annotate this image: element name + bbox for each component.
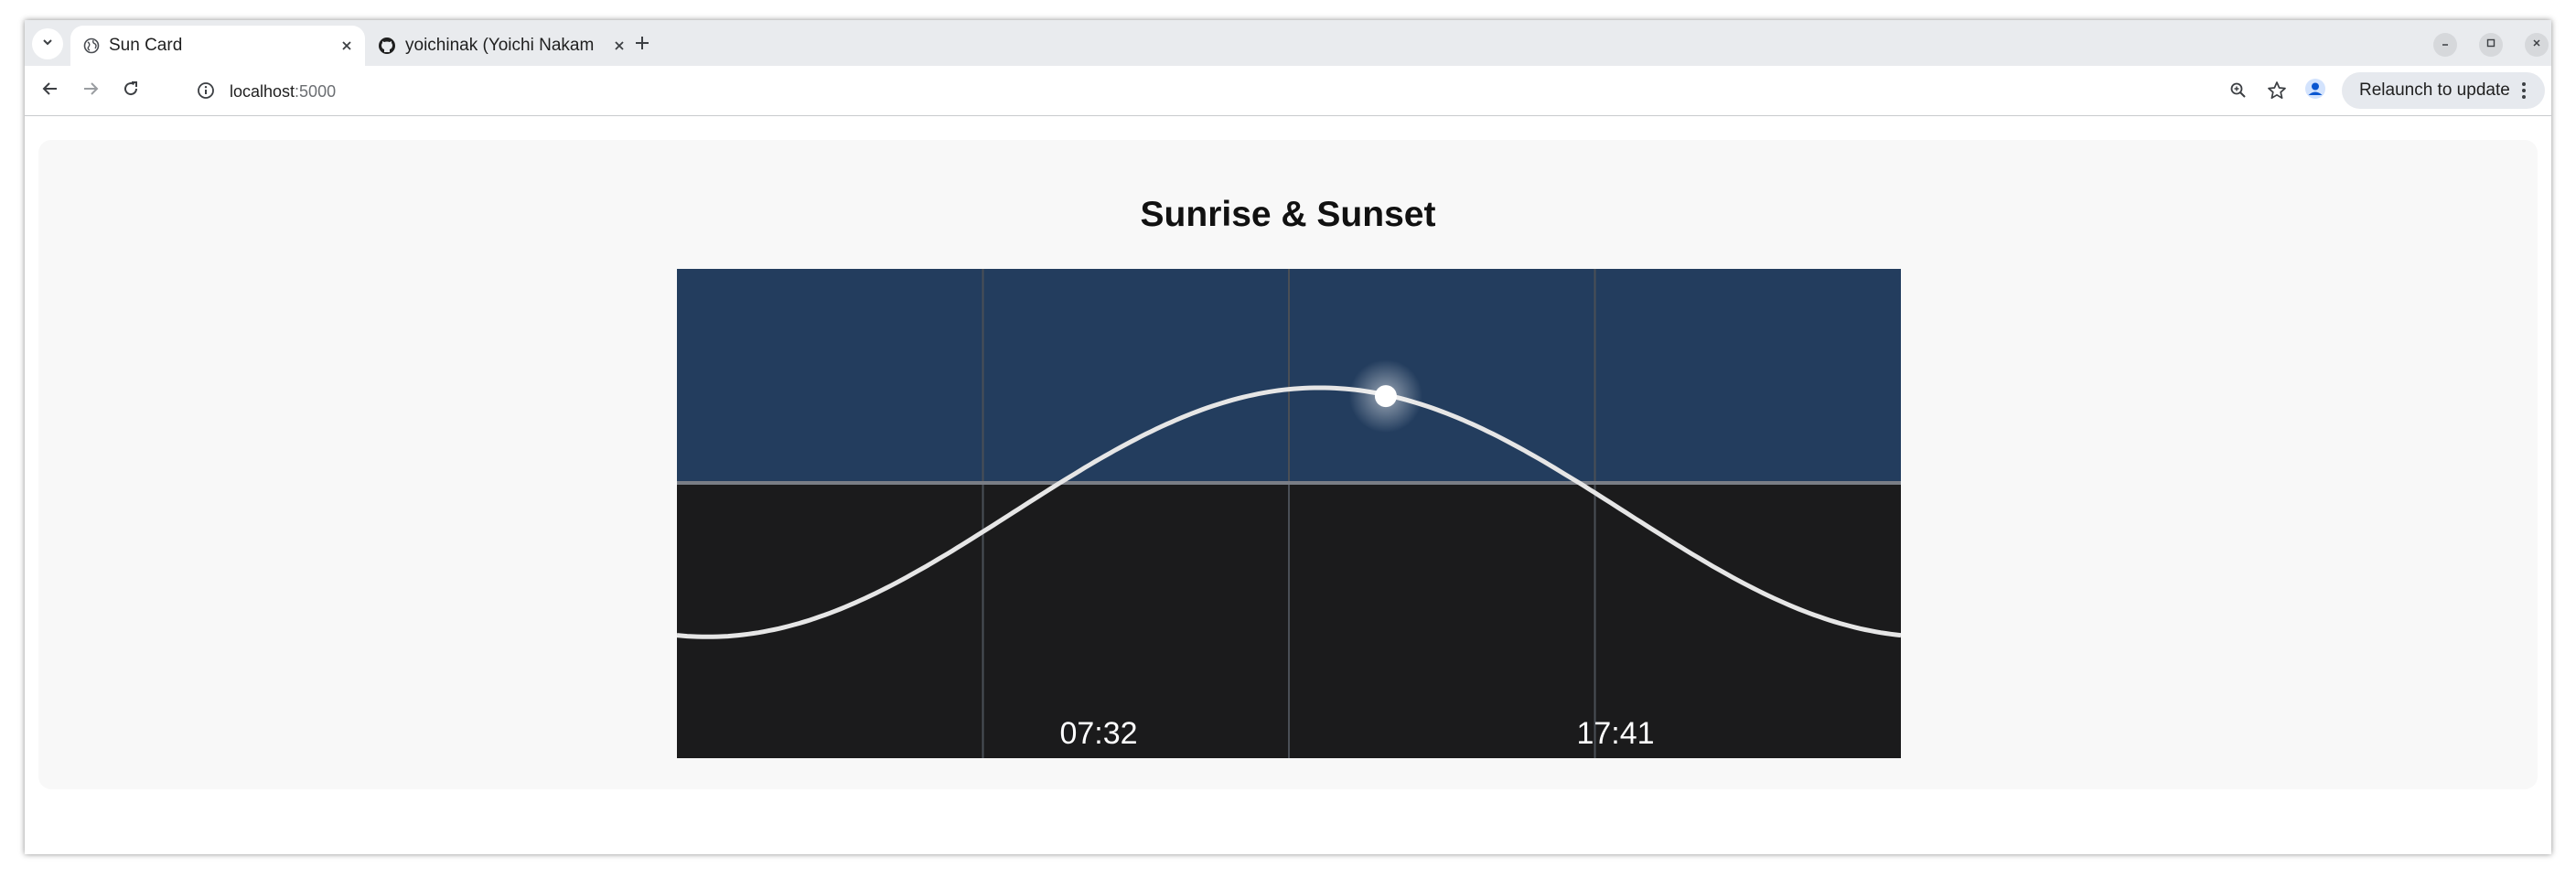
- sun-marker: [1374, 385, 1397, 408]
- chevron-down-icon: [41, 36, 54, 53]
- minimize-icon: [2440, 37, 2451, 53]
- arrow-right-icon: [81, 80, 100, 102]
- close-icon[interactable]: [338, 37, 356, 55]
- close-icon[interactable]: [610, 37, 628, 55]
- avatar-icon: [2304, 78, 2326, 104]
- star-icon[interactable]: [2267, 80, 2287, 105]
- plus-icon: [634, 35, 650, 56]
- page-content: Sunrise & Sunset 07:32 17:41: [25, 116, 2551, 854]
- zoom-icon[interactable]: [2229, 81, 2248, 104]
- minimize-button[interactable]: [2433, 33, 2457, 57]
- relaunch-label: Relaunch to update: [2359, 80, 2510, 100]
- url-host: localhost: [230, 82, 295, 101]
- reload-icon: [122, 80, 140, 102]
- sunset-time-label: 17:41: [1576, 716, 1654, 751]
- tab-search-button[interactable]: [32, 28, 63, 59]
- sun-path-line: [677, 385, 1901, 639]
- globe-icon: [83, 37, 100, 54]
- tab-title: yoichinak (Yoichi Nakam: [405, 36, 595, 55]
- new-tab-button[interactable]: [628, 31, 656, 59]
- info-icon[interactable]: [197, 81, 215, 104]
- card-title: Sunrise & Sunset: [1140, 195, 1436, 234]
- more-vert-icon[interactable]: [2521, 81, 2527, 100]
- relaunch-button[interactable]: Relaunch to update: [2342, 72, 2545, 109]
- sun-card: Sunrise & Sunset 07:32 17:41: [38, 140, 2538, 789]
- reload-button[interactable]: [118, 78, 144, 103]
- close-window-button[interactable]: [2525, 33, 2549, 57]
- tab-sun-card[interactable]: Sun Card: [70, 26, 365, 66]
- url-text: localhost:5000: [230, 82, 336, 102]
- maximize-icon: [2485, 37, 2496, 53]
- forward-button[interactable]: [78, 78, 103, 103]
- sunrise-time-label: 07:32: [1059, 716, 1137, 751]
- address-bar[interactable]: localhost:5000: [171, 72, 2302, 109]
- back-button[interactable]: [38, 78, 63, 103]
- browser-toolbar: localhost:5000 Relaunch to update: [25, 66, 2551, 116]
- sun-chart: 07:32 17:41: [677, 269, 1901, 758]
- arrow-left-icon: [41, 80, 59, 102]
- tab-github[interactable]: yoichinak (Yoichi Nakam: [365, 26, 638, 66]
- close-icon: [2531, 37, 2542, 53]
- tab-strip: Sun Card yoichinak (Yoichi Nakam: [25, 20, 2551, 66]
- maximize-button[interactable]: [2479, 33, 2503, 57]
- tab-title: Sun Card: [109, 36, 183, 55]
- browser-window: Sun Card yoichinak (Yoichi Nakam: [25, 20, 2551, 854]
- github-icon: [378, 37, 396, 55]
- url-port: :5000: [295, 82, 337, 101]
- profile-button[interactable]: [2302, 78, 2328, 103]
